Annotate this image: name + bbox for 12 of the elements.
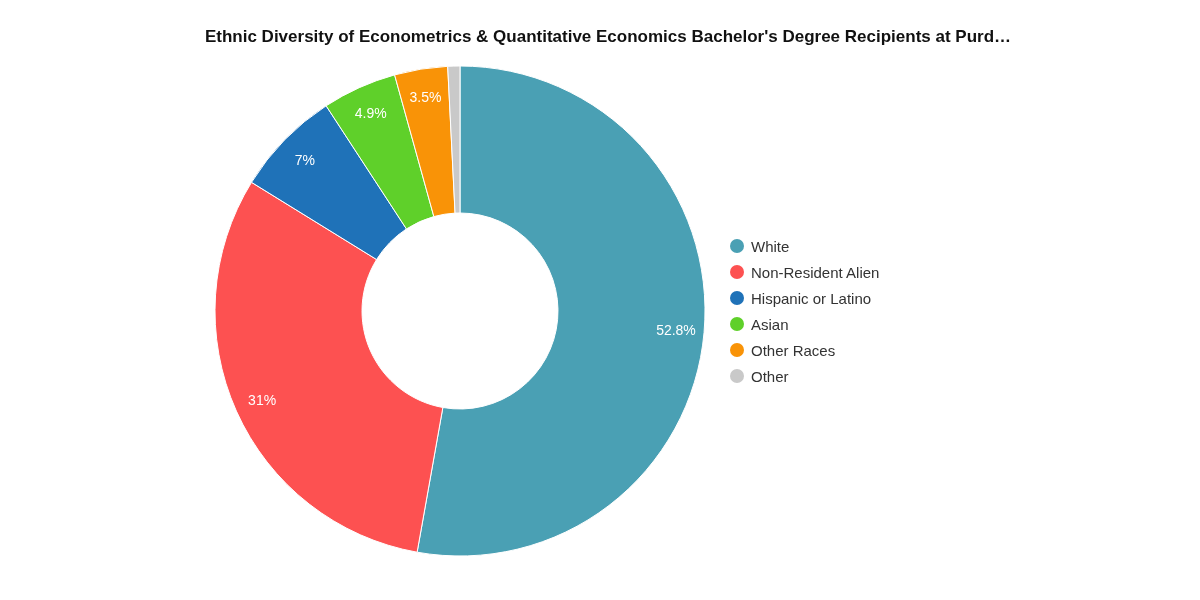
data-label: 4.9% xyxy=(354,105,387,122)
data-label: 31% xyxy=(248,391,277,408)
legend-label: Other xyxy=(751,367,789,385)
data-label: 3.5% xyxy=(409,88,442,105)
data-label: 7% xyxy=(294,151,315,168)
data-label: 52.8% xyxy=(656,322,696,339)
legend-label: Asian xyxy=(751,315,789,333)
legend-label: White xyxy=(751,237,790,255)
legend-label: Hispanic or Latino xyxy=(751,289,872,307)
legend-label: Non-Resident Alien xyxy=(751,263,880,281)
chart-title: Ethnic Diversity of Econometrics & Quantitative Economics Bachelor's Degree Recipients at Purd… xyxy=(204,27,1012,46)
legend-label: Other Races xyxy=(751,341,836,359)
